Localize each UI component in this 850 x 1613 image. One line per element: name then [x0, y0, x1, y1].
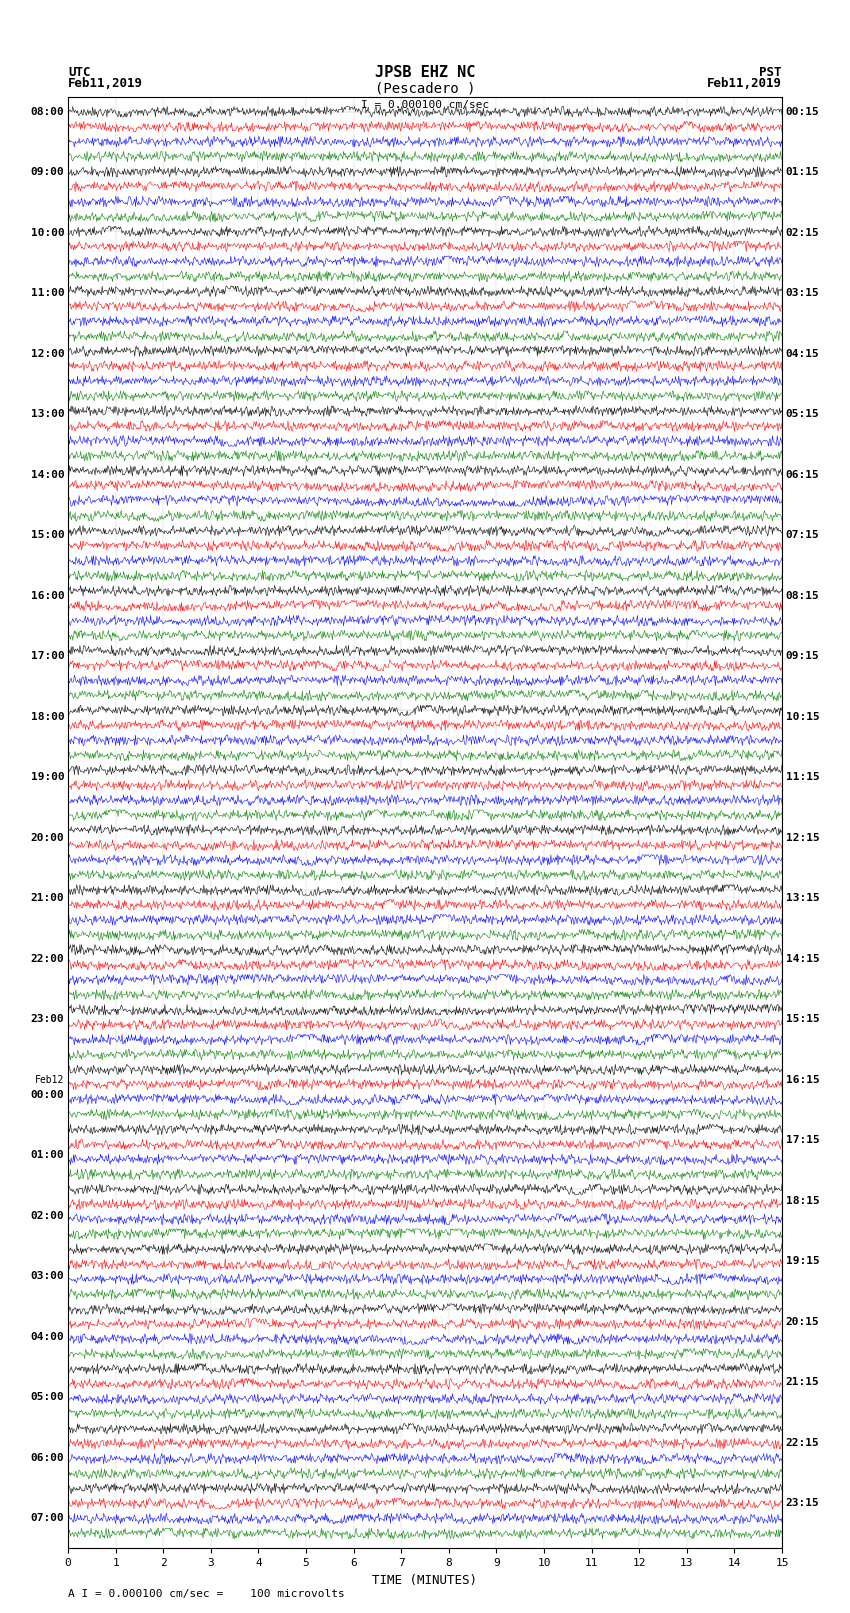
Text: 07:00: 07:00 [31, 1513, 65, 1523]
Text: PST: PST [760, 66, 782, 79]
Text: 01:15: 01:15 [785, 168, 819, 177]
Text: 00:15: 00:15 [785, 106, 819, 116]
Text: 05:15: 05:15 [785, 410, 819, 419]
Text: 17:00: 17:00 [31, 652, 65, 661]
X-axis label: TIME (MINUTES): TIME (MINUTES) [372, 1574, 478, 1587]
Text: 09:00: 09:00 [31, 168, 65, 177]
Text: A I = 0.000100 cm/sec =    100 microvolts: A I = 0.000100 cm/sec = 100 microvolts [68, 1589, 345, 1598]
Text: 05:00: 05:00 [31, 1392, 65, 1402]
Text: 06:15: 06:15 [785, 469, 819, 479]
Text: 07:15: 07:15 [785, 531, 819, 540]
Text: 10:00: 10:00 [31, 227, 65, 237]
Text: JPSB EHZ NC: JPSB EHZ NC [375, 65, 475, 81]
Text: 12:15: 12:15 [785, 832, 819, 842]
Text: 21:15: 21:15 [785, 1378, 819, 1387]
Text: 13:15: 13:15 [785, 894, 819, 903]
Text: 16:15: 16:15 [785, 1074, 819, 1084]
Text: 00:00: 00:00 [31, 1090, 65, 1100]
Text: 01:00: 01:00 [31, 1150, 65, 1160]
Text: 15:00: 15:00 [31, 531, 65, 540]
Text: 13:00: 13:00 [31, 410, 65, 419]
Text: Feb11,2019: Feb11,2019 [68, 77, 143, 90]
Text: 08:00: 08:00 [31, 106, 65, 116]
Text: 23:00: 23:00 [31, 1015, 65, 1024]
Text: I = 0.000100 cm/sec: I = 0.000100 cm/sec [361, 100, 489, 110]
Text: 16:00: 16:00 [31, 590, 65, 600]
Text: 04:00: 04:00 [31, 1332, 65, 1342]
Text: 02:15: 02:15 [785, 227, 819, 237]
Text: 22:00: 22:00 [31, 953, 65, 963]
Text: 18:00: 18:00 [31, 711, 65, 721]
Text: 09:15: 09:15 [785, 652, 819, 661]
Text: 20:00: 20:00 [31, 832, 65, 842]
Text: 17:15: 17:15 [785, 1136, 819, 1145]
Text: 02:00: 02:00 [31, 1211, 65, 1221]
Text: 11:15: 11:15 [785, 773, 819, 782]
Text: 23:15: 23:15 [785, 1498, 819, 1508]
Text: 03:00: 03:00 [31, 1271, 65, 1281]
Text: 21:00: 21:00 [31, 894, 65, 903]
Text: 14:15: 14:15 [785, 953, 819, 963]
Text: 19:15: 19:15 [785, 1257, 819, 1266]
Text: 10:15: 10:15 [785, 711, 819, 721]
Text: UTC: UTC [68, 66, 90, 79]
Text: Feb12: Feb12 [35, 1074, 65, 1084]
Text: 18:15: 18:15 [785, 1195, 819, 1205]
Text: 15:15: 15:15 [785, 1015, 819, 1024]
Text: 04:15: 04:15 [785, 348, 819, 358]
Text: 14:00: 14:00 [31, 469, 65, 479]
Text: 11:00: 11:00 [31, 289, 65, 298]
Text: 08:15: 08:15 [785, 590, 819, 600]
Text: Feb11,2019: Feb11,2019 [707, 77, 782, 90]
Text: 22:15: 22:15 [785, 1437, 819, 1447]
Text: 06:00: 06:00 [31, 1453, 65, 1463]
Text: 19:00: 19:00 [31, 773, 65, 782]
Text: (Pescadero ): (Pescadero ) [375, 82, 475, 95]
Text: 12:00: 12:00 [31, 348, 65, 358]
Text: 03:15: 03:15 [785, 289, 819, 298]
Text: 20:15: 20:15 [785, 1316, 819, 1326]
